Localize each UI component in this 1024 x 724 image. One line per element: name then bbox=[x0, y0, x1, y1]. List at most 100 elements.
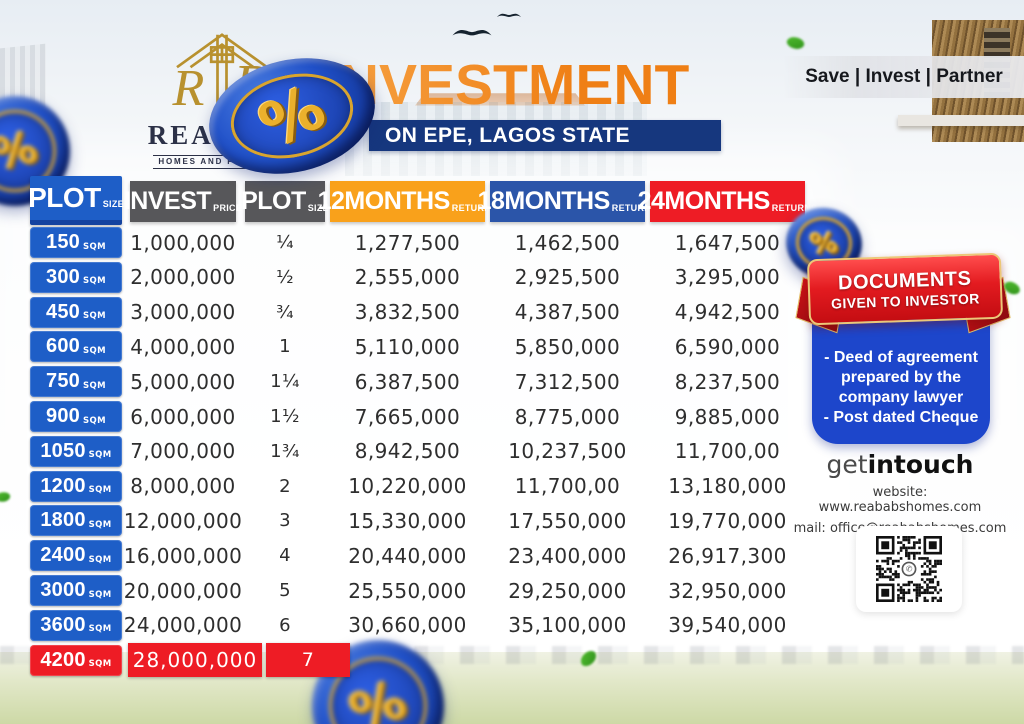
table-row: 4200 SQM 28,000,000 7 bbox=[30, 642, 808, 677]
get-in-touch-heading: getintouch bbox=[790, 450, 1010, 479]
header-sublabel: RETURNS bbox=[451, 202, 498, 213]
invest-price-cell: 20,000,000 bbox=[123, 578, 243, 603]
plot-count-cell: 5 bbox=[279, 580, 291, 601]
returns-18-months-cell: 8,775,000 bbox=[514, 404, 621, 429]
returns-18-months-cell bbox=[490, 645, 645, 676]
returns-12-months-cell: 6,387,500 bbox=[354, 369, 461, 394]
returns-12-months-cell: 20,440,000 bbox=[348, 543, 467, 568]
document-item: - Post dated Cheque bbox=[823, 409, 979, 426]
website-label: website: bbox=[872, 485, 928, 500]
plot-size-unit: SQM bbox=[82, 415, 106, 426]
returns-24-months-cell: 9,885,000 bbox=[674, 404, 781, 429]
returns-12-months-cell: 10,220,000 bbox=[348, 474, 467, 499]
plot-count-cell: 7 bbox=[266, 642, 350, 677]
plot-count-cell: 1½ bbox=[270, 406, 300, 427]
motto-panel: Save | Invest | Partner bbox=[784, 56, 1024, 98]
page-title: INVESTMENT bbox=[322, 53, 690, 117]
table-row: 2400 SQM 16,000,000 4 20,440,000 23,400,000 26… bbox=[30, 540, 808, 572]
plot-count-cell: 2 bbox=[279, 475, 291, 497]
plot-count-cell: 1 bbox=[279, 336, 291, 358]
header-label: 12MONTHS bbox=[317, 187, 451, 215]
location-banner: ON EPE, LAGOS STATE bbox=[369, 120, 721, 151]
invest-price-cell: 2,000,000 bbox=[130, 265, 236, 290]
plot-size-cell: 300 SQM bbox=[30, 261, 122, 293]
header-sublabel: SIZE bbox=[307, 202, 329, 213]
table-row: 1200 SQM 8,000,000 2 10,220,000 11,700,00 13,1… bbox=[30, 470, 808, 502]
table-row: 150 SQM 1,000,000 ¼ 1,277,500 1,462,500 1,647,… bbox=[30, 227, 808, 258]
leaf-icon bbox=[785, 33, 806, 53]
plot-size-unit: SQM bbox=[88, 450, 112, 461]
document-item: - Deed of agreement prepared by the comp… bbox=[824, 349, 978, 406]
returns-18-months-cell: 1,462,500 bbox=[514, 230, 621, 255]
investment-table: PLOT SIZE INVEST PRICE PLOT SIZE 12MONTH… bbox=[28, 176, 817, 696]
documents-panel: - Deed of agreement prepared by the comp… bbox=[812, 298, 990, 444]
returns-12-months-cell: 3,832,500 bbox=[354, 300, 461, 325]
header-label: PLOT bbox=[241, 187, 306, 215]
plot-size-value: 1800 bbox=[40, 509, 86, 532]
header-sublabel: SIZE bbox=[102, 199, 124, 209]
returns-24-months-cell: 39,540,000 bbox=[668, 613, 787, 638]
svg-text:R: R bbox=[172, 59, 205, 114]
plot-size-cell: 4200 SQM bbox=[30, 644, 122, 676]
table-row: 1050 SQM 7,000,000 1¾ 8,942,500 10,237,500 11,… bbox=[30, 435, 808, 467]
header-24-months-returns: 24MONTHS RETURNS bbox=[638, 181, 817, 222]
mail-label: mail: bbox=[793, 521, 826, 536]
whatsapp-qr-code: ✆ bbox=[876, 536, 942, 602]
plot-size-unit: SQM bbox=[82, 276, 106, 287]
plot-count-cell: 4 bbox=[279, 545, 291, 567]
invest-price-cell: 3,000,000 bbox=[130, 300, 236, 325]
plot-size-cell: 2400 SQM bbox=[30, 540, 122, 572]
website-value: www.reababshomes.com bbox=[818, 500, 982, 515]
plot-size-value: 3000 bbox=[40, 579, 86, 601]
plot-size-value: 900 bbox=[46, 405, 80, 427]
plot-size-cell: 1200 SQM bbox=[30, 470, 122, 502]
returns-18-months-cell: 4,387,500 bbox=[514, 300, 621, 325]
returns-18-months-cell: 2,925,500 bbox=[514, 265, 621, 290]
plot-size-value: 2400 bbox=[40, 544, 86, 567]
header-sublabel: PRICE bbox=[213, 202, 243, 213]
invest-price-cell: 28,000,000 bbox=[128, 642, 262, 677]
returns-18-months-cell: 7,312,500 bbox=[514, 369, 621, 394]
returns-18-months-cell: 35,100,000 bbox=[508, 613, 627, 638]
returns-24-months-cell: 11,700,00 bbox=[674, 439, 781, 464]
returns-12-months-cell bbox=[330, 645, 485, 676]
returns-24-months-cell: 13,180,000 bbox=[668, 474, 787, 499]
plot-size-unit: SQM bbox=[82, 380, 106, 391]
plot-size-value: 1050 bbox=[40, 439, 86, 462]
returns-12-months-cell: 30,660,000 bbox=[348, 613, 467, 638]
table-row: 3600 SQM 24,000,000 6 30,660,000 35,100,000 39… bbox=[30, 609, 808, 641]
plot-size-cell: 3000 SQM bbox=[30, 575, 122, 606]
plot-size-value: 1200 bbox=[40, 474, 86, 497]
leaf-icon bbox=[0, 490, 11, 504]
returns-24-months-cell: 3,295,000 bbox=[674, 265, 781, 290]
bird-icon bbox=[497, 10, 521, 18]
returns-24-months-cell: 6,590,000 bbox=[674, 334, 781, 359]
plot-size-unit: SQM bbox=[88, 519, 112, 530]
plot-count-cell: ¾ bbox=[276, 301, 294, 323]
header-sublabel: RETURNS bbox=[771, 202, 818, 213]
plot-size-cell: 150 SQM bbox=[30, 227, 122, 258]
plot-size-cell: 3600 SQM bbox=[30, 609, 122, 641]
motto-text: Save | Invest | Partner bbox=[805, 66, 1003, 87]
invest-price-cell: 5,000,000 bbox=[130, 369, 236, 394]
returns-24-months-cell: 26,917,300 bbox=[668, 543, 787, 568]
returns-24-months-cell: 8,237,500 bbox=[674, 369, 781, 394]
header-plot-count: PLOT SIZE bbox=[241, 181, 329, 222]
returns-18-months-cell: 5,850,000 bbox=[514, 334, 621, 359]
plot-size-value: 300 bbox=[46, 265, 80, 288]
svg-text:✆: ✆ bbox=[906, 565, 913, 574]
returns-24-months-cell: 19,770,000 bbox=[668, 508, 787, 533]
plot-count-cell: ½ bbox=[276, 266, 294, 288]
plot-size-value: 450 bbox=[46, 300, 80, 323]
returns-12-months-cell: 15,330,000 bbox=[348, 508, 467, 533]
website-line: website: www.reababshomes.com bbox=[790, 485, 1010, 515]
returns-12-months-cell: 1,277,500 bbox=[354, 230, 461, 255]
returns-24-months-cell: 32,950,000 bbox=[668, 578, 787, 603]
plot-size-cell: 600 SQM bbox=[30, 331, 122, 363]
plot-size-cell: 900 SQM bbox=[30, 401, 122, 432]
table-row: 600 SQM 4,000,000 1 5,110,000 5,850,000 6,590,… bbox=[30, 331, 808, 363]
ribbon-body: DOCUMENTS GIVEN TO INVESTOR bbox=[806, 252, 1004, 326]
invest-price-cell: 12,000,000 bbox=[123, 508, 243, 533]
plot-size-cell: 1800 SQM bbox=[30, 505, 122, 537]
invest-price-cell: 4,000,000 bbox=[130, 334, 236, 359]
